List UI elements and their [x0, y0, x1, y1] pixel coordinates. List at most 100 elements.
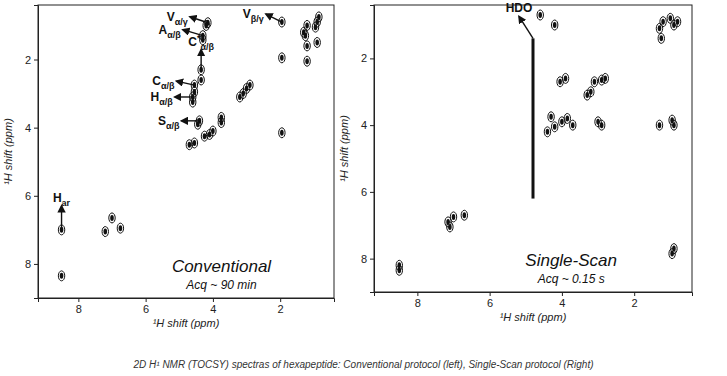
- annotation: Vβ/γ: [243, 7, 264, 24]
- plot-frame: [374, 5, 692, 292]
- peak: [544, 127, 550, 137]
- tick: 6: [25, 190, 38, 202]
- tick-mark: [34, 60, 38, 61]
- peak: [247, 80, 253, 90]
- peak-contour: [304, 56, 310, 66]
- tick: 2: [632, 292, 638, 309]
- peak-contour: [210, 126, 216, 136]
- peak-contour: [312, 22, 318, 32]
- peak-contour: [279, 17, 285, 27]
- subtitle: Acq ~ 90 min: [185, 278, 257, 292]
- peak-core: [538, 12, 542, 18]
- peak: [396, 265, 402, 275]
- tick: 2: [25, 54, 38, 66]
- peak: [537, 10, 543, 20]
- tick: 4: [559, 292, 565, 309]
- peak-contour: [396, 265, 402, 275]
- peak-core: [305, 22, 309, 28]
- annotation-text: S: [158, 114, 166, 128]
- peak-contour: [198, 75, 204, 85]
- annotation: Cα/β: [152, 74, 175, 91]
- annotation-arrow: [175, 96, 193, 97]
- peak-core: [593, 79, 597, 85]
- peak-contour: [548, 112, 554, 122]
- peak: [564, 113, 570, 123]
- axis: 8 6 4 2: [39, 298, 335, 315]
- peak-core: [193, 140, 197, 146]
- peak-core: [314, 24, 318, 30]
- figure: 86422468ConventionalAcq ~ 90 min¹H shift…: [0, 0, 727, 376]
- peak-contour: [551, 20, 557, 30]
- tick-mark: [34, 128, 38, 129]
- peak-contour: [591, 77, 597, 87]
- tick: 2: [278, 298, 284, 315]
- peak-core: [560, 119, 564, 125]
- tick-label: 2: [361, 52, 367, 64]
- peak: [450, 212, 456, 222]
- peak-contour: [102, 227, 108, 237]
- peak-contour: [247, 80, 253, 90]
- peak-core: [463, 212, 467, 218]
- peak-core: [280, 130, 284, 136]
- peak: [109, 213, 115, 223]
- peak-contour: [279, 128, 285, 138]
- peak-contour: [598, 120, 604, 130]
- tick-mark: [370, 259, 374, 260]
- tick: 8: [415, 292, 421, 309]
- annotation-text: V: [243, 7, 251, 21]
- annotation-arrow: [61, 206, 62, 230]
- peak: [656, 120, 662, 130]
- tick-label: 6: [143, 303, 149, 315]
- peak-core: [110, 215, 114, 221]
- peak-contour: [58, 271, 64, 281]
- peak-core: [558, 79, 562, 85]
- peak-contour: [557, 77, 563, 87]
- tick-label: 4: [361, 119, 367, 131]
- peak-core: [302, 29, 306, 35]
- peak-core: [315, 39, 319, 45]
- tick-label: 8: [76, 303, 82, 315]
- annotation-sub: α/γ: [175, 17, 188, 27]
- peak-core: [603, 75, 607, 81]
- marks: [396, 10, 681, 275]
- peak: [669, 249, 675, 259]
- tick-label: 2: [25, 54, 31, 66]
- peak-core: [553, 124, 557, 130]
- annotation-text: H: [151, 90, 160, 104]
- peak: [461, 210, 467, 220]
- peak-core: [238, 94, 242, 100]
- tick-mark: [417, 292, 418, 296]
- peak-core: [60, 273, 64, 279]
- y-axis-title: ¹H shift (ppm): [338, 115, 350, 182]
- tick-mark: [370, 125, 374, 126]
- tick: 8: [76, 298, 82, 315]
- peak-core: [669, 15, 673, 21]
- tick-label: 4: [210, 303, 216, 315]
- peak-contour: [304, 20, 310, 30]
- tick-label: 8: [415, 297, 421, 309]
- peak-contour: [447, 222, 453, 232]
- annotations: HDO: [506, 1, 533, 38]
- plot-frame: [38, 5, 334, 298]
- peak: [117, 223, 123, 233]
- annotation-sub: β/γ: [251, 14, 264, 24]
- annotation-sub: α/β: [161, 81, 175, 91]
- peak-core: [280, 55, 284, 61]
- peak: [210, 126, 216, 136]
- peak: [551, 122, 557, 132]
- peak: [312, 22, 318, 32]
- x-axis-title: ¹H shift (ppm): [500, 311, 567, 323]
- peak-contour: [301, 27, 307, 37]
- peak-core: [600, 122, 604, 128]
- y-axis-title: ¹H shift (ppm): [2, 118, 14, 185]
- peak-contour: [564, 113, 570, 123]
- peak-core: [103, 229, 107, 235]
- annotation: Vα/γ: [167, 10, 188, 27]
- peak: [447, 222, 453, 232]
- annotation: Aα/β: [159, 23, 182, 40]
- peak-core: [659, 35, 663, 41]
- axis-line: [39, 299, 335, 303]
- peak-contour: [544, 127, 550, 137]
- peak: [316, 12, 322, 22]
- peak-core: [585, 92, 589, 98]
